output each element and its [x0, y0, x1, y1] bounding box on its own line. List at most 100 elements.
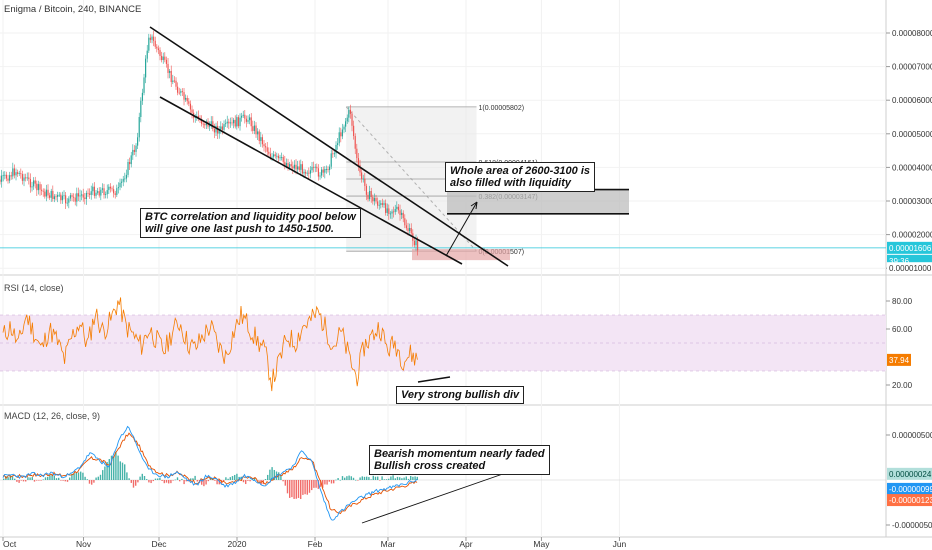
macd-histogram-bar: [93, 480, 95, 483]
candle-body: [383, 203, 385, 205]
macd-histogram-bar: [326, 480, 328, 485]
candle-body: [143, 77, 145, 93]
candle-body: [308, 172, 310, 174]
countdown-badge: 39:36: [889, 257, 910, 266]
candle-body: [114, 193, 116, 195]
candle-body: [49, 195, 51, 198]
macd-histogram-bar: [82, 472, 84, 480]
candle-body: [93, 186, 96, 196]
rsi-line: [2, 297, 418, 392]
candle-body: [173, 80, 176, 82]
candle-body: [340, 132, 342, 137]
candle-body: [47, 189, 49, 196]
projection-arrow: [445, 201, 478, 257]
candle-body: [76, 193, 78, 202]
macd-histogram-bar: [159, 477, 161, 480]
candle-body: [28, 177, 30, 180]
macd-histogram-bar: [106, 462, 108, 480]
candle-body: [250, 117, 252, 127]
candle-body: [9, 175, 11, 181]
macd-histogram-bar: [40, 480, 42, 481]
candle-body: [333, 153, 336, 155]
candle-body: [247, 120, 249, 122]
macd-histogram-bar: [355, 479, 357, 481]
candle-body: [319, 175, 321, 177]
time-tick-label: Feb: [308, 539, 323, 549]
macd-histogram-bar: [3, 478, 5, 480]
candle-body: [394, 208, 396, 212]
candle-body: [241, 115, 243, 118]
macd-histogram-bar: [264, 479, 267, 480]
macd-histogram-bar: [253, 477, 256, 480]
candle-body: [284, 161, 286, 166]
time-tick-label: May: [533, 539, 550, 549]
candle-body: [365, 185, 368, 195]
macd-histogram-bar: [313, 480, 315, 488]
price-tick-label: 0.00003000: [892, 197, 932, 206]
candle-body: [69, 195, 72, 199]
candle-body: [119, 182, 121, 188]
macd-histogram-bar: [227, 478, 229, 480]
candle-body: [337, 143, 339, 145]
candle-body: [45, 189, 48, 197]
candle-body: [380, 203, 382, 205]
candle-body: [116, 188, 118, 195]
candle-body: [77, 193, 80, 197]
candle-body: [21, 174, 24, 181]
candle-body: [148, 37, 150, 51]
candle-body: [273, 154, 275, 157]
macd-histogram-bar: [392, 475, 394, 480]
candle-body: [180, 91, 182, 93]
macd-histogram-bar: [295, 480, 297, 499]
candle-body: [153, 36, 155, 41]
candle-body: [221, 126, 224, 130]
rsi-divergence-line: [417, 376, 451, 383]
candle-body: [402, 212, 404, 219]
candle-body: [287, 163, 289, 168]
candle-body: [305, 171, 307, 174]
macd-histogram-bar: [203, 480, 205, 487]
candle-body: [213, 128, 216, 133]
candle-body: [381, 203, 384, 205]
candle-body: [162, 56, 164, 61]
candle-body: [361, 172, 363, 179]
candle-body: [282, 157, 284, 162]
macd-histogram-bar: [315, 480, 317, 488]
candle-body: [137, 137, 139, 146]
projection-arrowhead: [470, 201, 478, 210]
macd-histogram-bar: [181, 478, 183, 480]
macd-histogram-bar: [368, 477, 370, 480]
candle-body: [36, 183, 38, 191]
candle-body: [57, 194, 59, 197]
candle-body: [364, 178, 366, 186]
rsi-current-badge: 37.94: [889, 356, 910, 365]
candle-body: [260, 137, 262, 141]
macd-histogram-bar: [410, 475, 412, 480]
macd-histogram-bar: [44, 477, 47, 480]
candle-body: [236, 117, 238, 127]
candle-body: [191, 109, 193, 113]
candle-body: [242, 114, 244, 116]
macd-histogram-bar: [401, 478, 403, 480]
macd-histogram-bar: [108, 459, 110, 480]
macd-histogram-bar: [146, 479, 148, 480]
candle-body: [393, 211, 395, 213]
candle-body: [297, 166, 299, 170]
candle-body: [10, 175, 12, 177]
candle-body: [41, 189, 43, 191]
candle-body: [413, 240, 416, 246]
macd-histogram-bar: [308, 480, 311, 493]
macd-histogram-bar: [379, 480, 381, 481]
annotation-line: Bearish momentum nearly faded: [374, 448, 545, 460]
macd-histogram-bar: [60, 480, 62, 481]
candle-body: [356, 148, 358, 159]
candle-body: [165, 59, 168, 64]
macd-histogram-bar: [357, 480, 359, 481]
macd-histogram-bar: [324, 480, 326, 485]
candle-body: [61, 195, 64, 201]
candle-body: [229, 122, 232, 124]
macd-tick-label: 0.00000500: [892, 431, 932, 440]
candle-body: [332, 153, 334, 155]
candle-body: [313, 166, 315, 168]
macd-histogram-bar: [42, 479, 44, 481]
